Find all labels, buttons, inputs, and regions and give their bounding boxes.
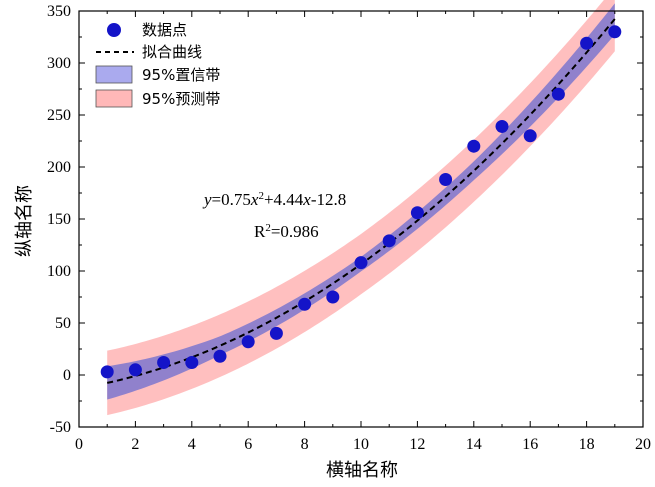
prediction-band (107, 0, 615, 416)
legend-prediction-swatch (95, 89, 133, 108)
x-tick-label: 0 (75, 436, 83, 453)
x-axis-title: 横轴名称 (326, 460, 398, 481)
r-squared-label: R2=0.986 (254, 222, 319, 241)
data-point (608, 25, 622, 39)
x-tick-label: 2 (131, 436, 139, 453)
y-tick-label: 250 (47, 107, 71, 124)
data-point (495, 119, 509, 133)
data-point (467, 139, 481, 153)
data-point (157, 356, 171, 370)
data-point (439, 172, 453, 186)
y-tick-label: 350 (47, 3, 71, 20)
legend-confidence-swatch (95, 65, 133, 84)
data-point (128, 363, 142, 377)
x-tick-label: 12 (409, 436, 425, 453)
legend-confidence-label: 95%置信带 (142, 66, 220, 84)
axes-layer (78, 10, 644, 428)
x-tick-label: 18 (579, 436, 595, 453)
data-point (326, 290, 340, 304)
data-point (523, 129, 537, 143)
points-layer (100, 25, 622, 379)
data-point (298, 297, 312, 311)
y-tick-label: 0 (63, 367, 71, 384)
x-tick-label: 10 (353, 436, 369, 453)
x-tick-label: 6 (244, 436, 252, 453)
y-tick-label: 300 (47, 55, 71, 72)
legend-fit-label: 拟合曲线 (142, 43, 202, 61)
data-point (551, 87, 565, 101)
data-point (410, 206, 424, 220)
x-tick-label: 20 (635, 436, 651, 453)
x-tick-label: 8 (301, 436, 309, 453)
legend-points-label: 数据点 (142, 21, 187, 39)
data-point (241, 335, 255, 349)
y-tick-label: 50 (55, 315, 71, 332)
fit-equation: y=0.75x2+4.44x-12.8 (202, 190, 346, 209)
data-point (354, 256, 368, 270)
x-tick-label: 4 (188, 436, 196, 453)
data-point (100, 365, 114, 379)
data-point (269, 326, 283, 340)
data-point (185, 356, 199, 370)
legend: 数据点 拟合曲线 95%置信带 95%预测带 (95, 21, 220, 108)
y-tick-label: 100 (47, 263, 71, 280)
y-axis-title: 纵轴名称 (14, 185, 35, 257)
legend-points-marker (107, 23, 121, 37)
data-point (382, 234, 396, 248)
y-tick-label: 150 (47, 211, 71, 228)
tick-labels-layer: 0 2 4 6 8 10 12 14 16 18 20-5005010015020025030035… (47, 3, 651, 453)
y-tick-label: 200 (47, 159, 71, 176)
y-tick-label: -50 (50, 419, 71, 436)
data-point (580, 36, 594, 50)
x-tick-label: 16 (522, 436, 538, 453)
data-point (213, 349, 227, 363)
legend-prediction-label: 95%预测带 (142, 90, 220, 108)
x-tick-label: 14 (466, 436, 482, 453)
